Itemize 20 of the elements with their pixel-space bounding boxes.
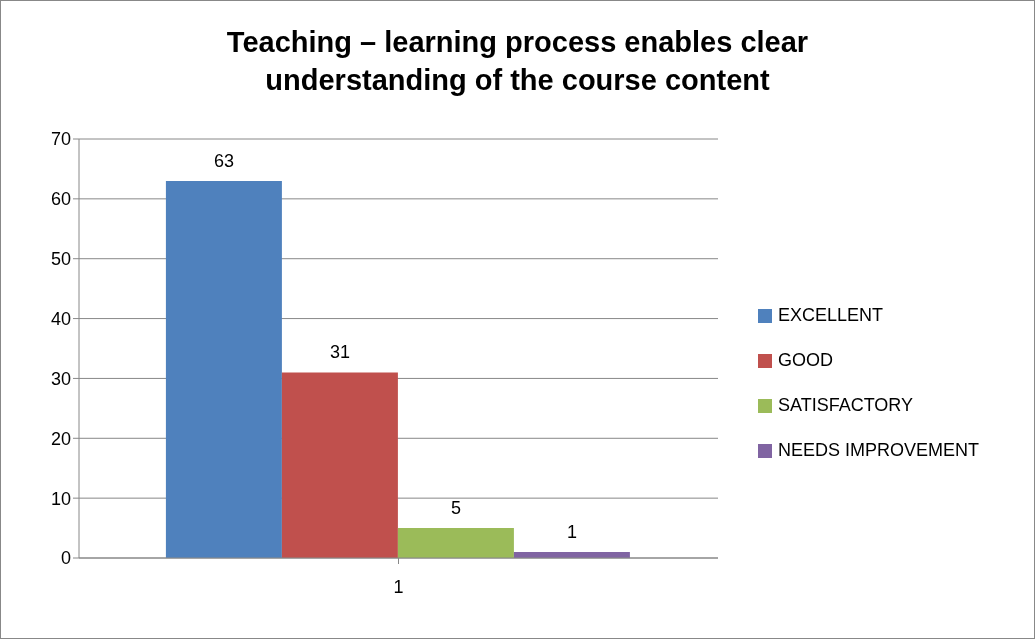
bar	[397, 528, 514, 558]
bar	[281, 372, 398, 558]
legend-label: NEEDS IMPROVEMENT	[778, 440, 980, 461]
y-tick-label: 0	[60, 548, 71, 569]
y-tick-label: 70	[50, 129, 71, 150]
y-tick-label: 20	[50, 428, 71, 449]
data-label: 31	[329, 342, 350, 363]
y-tick-label: 30	[50, 368, 71, 389]
y-tick-label: 40	[50, 308, 71, 329]
legend-label: GOOD	[778, 350, 834, 371]
chart-title: Teaching – learning process enables clear understanding of the course content	[225, 25, 810, 98]
y-tick-label: 10	[50, 488, 71, 509]
y-tick-label: 50	[50, 249, 71, 270]
data-label: 5	[450, 498, 461, 519]
data-label: 1	[566, 522, 577, 543]
y-tick-label: 60	[50, 189, 71, 210]
legend-label: EXCELLENT	[778, 305, 884, 326]
bar	[165, 180, 282, 558]
data-label: 63	[213, 150, 234, 171]
legend-label: SATISFACTORY	[778, 395, 914, 416]
